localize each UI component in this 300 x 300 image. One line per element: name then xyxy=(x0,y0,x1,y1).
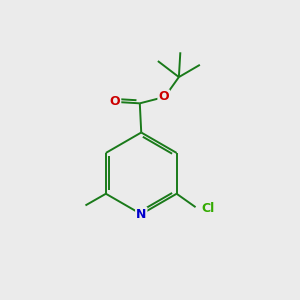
Text: Cl: Cl xyxy=(201,202,215,215)
Text: N: N xyxy=(136,208,146,221)
Text: O: O xyxy=(158,90,169,104)
Text: O: O xyxy=(110,95,120,108)
